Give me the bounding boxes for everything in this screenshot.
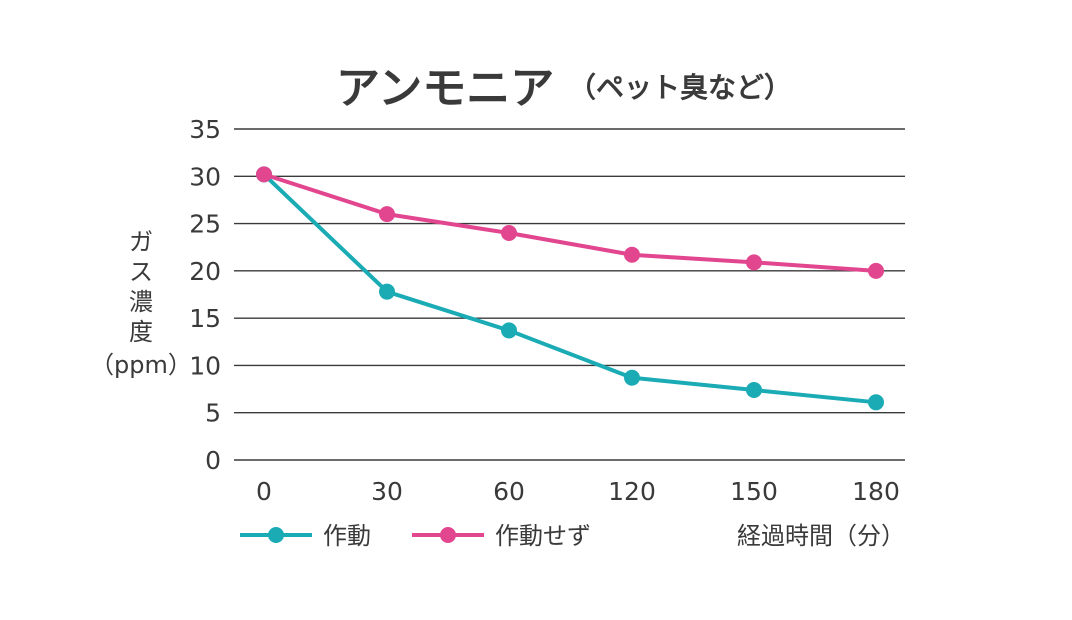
x-tick-label: 120 [608,477,656,506]
y-tick-labels: 0 5 10 15 20 25 30 35 [189,115,221,475]
data-point [256,166,272,183]
data-point [379,283,395,300]
series-line [262,172,878,405]
legend-label: 作動 [323,522,371,550]
data-point [868,394,884,411]
y-tick-label: 0 [205,446,221,475]
x-tick-label: 0 [256,477,272,506]
data-point [501,322,517,339]
y-axis-label-line: 度 [129,318,153,346]
chart-title-main: アンモニア [336,63,554,114]
data-point [624,369,640,386]
gridlines [234,128,905,461]
y-axis-label: ガ ス 濃 度 （ppm） [90,228,192,379]
y-tick-label: 5 [205,399,221,428]
x-tick-label: 60 [493,477,525,506]
legend: 作動 作動せず [240,522,591,550]
data-point [746,254,762,271]
y-tick-label: 35 [189,115,221,144]
y-axis-label-unit: （ppm） [90,351,192,379]
x-tick-label: 30 [371,477,403,506]
y-axis-label-line: 濃 [129,288,153,316]
legend-swatch-marker [440,527,456,543]
chart-title: アンモニア （ペット臭など） [336,63,792,114]
data-point [868,262,884,279]
data-point [624,246,640,263]
y-axis-label-line: ガ [129,228,153,256]
series-lines [256,166,884,411]
y-tick-label: 25 [189,210,221,239]
y-tick-label: 20 [189,257,221,286]
series-line [262,172,878,273]
chart-title-subtitle: （ペット臭など） [568,71,792,104]
legend-label: 作動せず [495,522,591,550]
legend-item-sadou: 作動 [240,522,371,550]
x-axis-label: 経過時間（分） [737,522,905,550]
y-tick-label: 30 [189,162,221,191]
data-point [501,225,517,242]
x-tick-label: 150 [730,477,778,506]
data-point [746,382,762,399]
series-2 [256,166,884,279]
legend-item-sadou-sezu: 作動せず [412,522,591,550]
legend-swatch-marker [268,527,284,543]
y-tick-label: 15 [189,304,221,333]
x-tick-labels: 0 30 60 120 150 180 [256,477,900,506]
y-tick-label: 10 [189,351,221,380]
data-point [379,206,395,223]
y-axis-label-line: ス [129,258,153,286]
x-tick-label: 180 [852,477,900,506]
